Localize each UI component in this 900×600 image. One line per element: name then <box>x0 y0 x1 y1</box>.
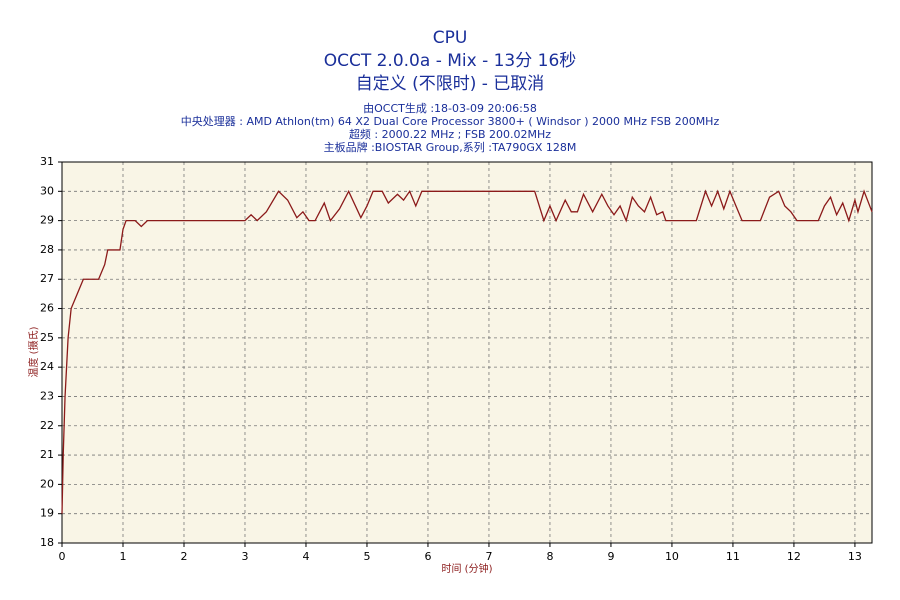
x-tick-label: 8 <box>546 550 553 563</box>
x-tick-label: 0 <box>59 550 66 563</box>
x-tick-label: 12 <box>787 550 801 563</box>
y-tick-label: 31 <box>40 155 54 168</box>
y-tick-label: 27 <box>40 272 54 285</box>
line <box>61 189 873 514</box>
plot-area <box>62 162 872 543</box>
x-tick-label: 5 <box>363 550 370 563</box>
x-tick-label: 9 <box>607 550 614 563</box>
subtitle: OCCT 2.0.0a - Mix - 13分 16秒 <box>324 51 577 71</box>
y-tick-label: 18 <box>40 536 54 549</box>
chart-title: CPU <box>433 28 468 48</box>
x-tick-label: 6 <box>424 550 431 563</box>
info: 超频 : 2000.22 MHz ; FSB 200.02MHz <box>349 127 551 141</box>
y-tick-label: 26 <box>40 302 54 315</box>
x-tick-label: 3 <box>241 550 248 563</box>
y-axis-label: 温度 (摄氏) <box>27 326 40 377</box>
x-tick-label: 7 <box>485 550 492 563</box>
y-tick-label: 19 <box>40 507 54 520</box>
x-tick-label: 11 <box>726 550 740 563</box>
info: 中央处理器 : AMD Athlon(tm) 64 X2 Dual Core P… <box>181 115 720 128</box>
info: 主板品牌 :BIOSTAR Group,系列 :TA790GX 128M <box>324 140 577 154</box>
info: 由OCCT生成 :18-03-09 20:06:58 <box>363 101 537 115</box>
y-tick-label: 28 <box>40 243 54 256</box>
y-tick-label: 29 <box>40 214 54 227</box>
y-tick-label: 30 <box>40 184 54 197</box>
x-tick-label: 2 <box>180 550 187 563</box>
x-tick-label: 10 <box>665 550 679 563</box>
y-tick-label: 24 <box>40 360 54 373</box>
x-tick-label: 1 <box>119 550 126 563</box>
subtitle: 自定义 (不限时) - 已取消 <box>356 74 545 94</box>
y-tick-label: 20 <box>40 477 54 490</box>
x-tick-label: 4 <box>302 550 309 563</box>
y-tick-label: 25 <box>40 331 54 344</box>
x-tick-label: 13 <box>848 550 862 563</box>
y-tick-label: 21 <box>40 448 54 461</box>
y-tick-label: 23 <box>40 389 54 402</box>
plot-border <box>61 161 873 544</box>
x-axis-label: 时间 (分钟) <box>442 562 493 575</box>
y-tick-label: 22 <box>40 419 54 432</box>
